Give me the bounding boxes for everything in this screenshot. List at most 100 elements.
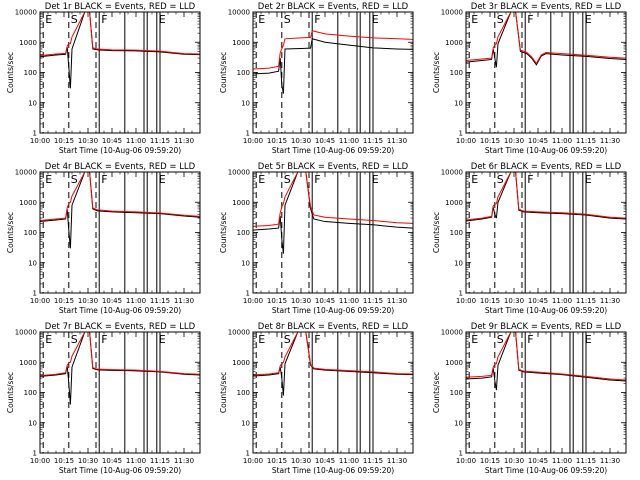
- x-axis-label: Start Time (10-Aug-06 09:59:20): [272, 146, 394, 155]
- chart-panel-6: Det 6r BLACK = Events, RED = LLD Counts/s…: [432, 162, 627, 315]
- chart-panel-8: Det 8r BLACK = Events, RED = LLD Counts/s…: [219, 322, 414, 475]
- y-tick-label: 10000: [15, 169, 37, 177]
- x-tick-label: 10:15: [267, 137, 287, 145]
- x-axis-label: Start Time (10-Aug-06 09:59:20): [59, 466, 181, 475]
- event-marker-label: F: [527, 13, 533, 26]
- y-tick-label: 10: [241, 99, 250, 107]
- series-line-lld: [40, 172, 200, 221]
- series-line-events: [466, 332, 626, 391]
- x-tick-label: 11:30: [174, 297, 194, 305]
- x-tick-label: 11:15: [150, 297, 170, 305]
- y-axis-label: Counts/sec: [219, 212, 228, 253]
- event-marker-label: E: [471, 173, 478, 186]
- x-tick-label: 10:45: [315, 137, 335, 145]
- x-tick-label: 10:45: [102, 297, 122, 305]
- y-tick-label: 1000: [232, 199, 250, 207]
- x-tick-label: 10:00: [456, 457, 476, 465]
- event-marker-label: E: [45, 173, 52, 186]
- series-line-events: [40, 172, 200, 249]
- y-tick-label: 1: [246, 130, 250, 138]
- y-tick-label: 100: [237, 229, 250, 237]
- y-tick-label: 10000: [441, 329, 463, 337]
- x-tick-label: 10:15: [267, 457, 287, 465]
- chart-title: Det 8r BLACK = Events, RED = LLD: [258, 322, 409, 332]
- series-line-events: [253, 38, 413, 94]
- event-marker-label: E: [585, 13, 592, 26]
- y-tick-label: 1: [33, 450, 37, 458]
- x-tick-label: 10:00: [30, 297, 50, 305]
- x-tick-label: 10:30: [291, 137, 311, 145]
- y-tick-label: 1: [33, 290, 37, 298]
- plot-frame: [465, 331, 627, 454]
- y-tick-label: 1000: [19, 359, 37, 367]
- y-tick-label: 100: [450, 389, 463, 397]
- y-tick-label: 1000: [232, 39, 250, 47]
- y-tick-label: 1: [33, 130, 37, 138]
- y-axis-label: Counts/sec: [6, 372, 15, 413]
- event-marker-label: E: [159, 333, 166, 346]
- x-tick-label: 11:15: [150, 137, 170, 145]
- x-tick-label: 10:00: [456, 297, 476, 305]
- y-tick-label: 1000: [445, 39, 463, 47]
- y-axis-label: Counts/sec: [219, 372, 228, 413]
- x-tick-label: 11:15: [363, 457, 383, 465]
- x-tick-label: 10:45: [528, 457, 548, 465]
- x-tick-label: 11:00: [552, 297, 572, 305]
- series-group: [40, 332, 200, 405]
- y-tick-label: 1000: [232, 359, 250, 367]
- event-marker-label: E: [372, 333, 379, 346]
- event-marker-label: S: [284, 333, 291, 346]
- x-tick-label: 10:00: [243, 457, 263, 465]
- chart-title: Det 3r BLACK = Events, RED = LLD: [471, 2, 622, 12]
- event-marker-label: F: [101, 173, 107, 186]
- x-tick-label: 11:15: [576, 297, 596, 305]
- event-marker-label: E: [258, 13, 265, 26]
- event-marker-label: E: [159, 173, 166, 186]
- x-tick-label: 11:00: [339, 137, 359, 145]
- event-marker-label: S: [71, 13, 78, 26]
- plot-frame: [252, 171, 414, 294]
- x-tick-label: 10:15: [267, 297, 287, 305]
- x-tick-label: 10:15: [54, 137, 74, 145]
- x-axis-label: Start Time (10-Aug-06 09:59:20): [485, 306, 607, 315]
- x-tick-label: 10:15: [54, 457, 74, 465]
- x-tick-label: 11:30: [174, 457, 194, 465]
- x-tick-label: 10:00: [243, 137, 263, 145]
- x-tick-label: 11:15: [576, 137, 596, 145]
- event-marker-label: F: [314, 13, 320, 26]
- chart-panel-3: Det 3r BLACK = Events, RED = LLD Counts/s…: [432, 2, 627, 155]
- plot-frame: [465, 11, 627, 134]
- x-tick-label: 10:30: [504, 137, 524, 145]
- x-tick-label: 10:15: [480, 297, 500, 305]
- y-tick-label: 100: [24, 69, 37, 77]
- x-tick-label: 11:30: [387, 457, 407, 465]
- chart-title: Det 9r BLACK = Events, RED = LLD: [471, 322, 622, 332]
- x-tick-label: 10:30: [291, 297, 311, 305]
- y-tick-label: 10000: [228, 169, 250, 177]
- event-marker-label: E: [471, 13, 478, 26]
- chart-title: Det 5r BLACK = Events, RED = LLD: [258, 162, 409, 172]
- x-axis-label: Start Time (10-Aug-06 09:59:20): [485, 146, 607, 155]
- event-marker-label: S: [497, 333, 504, 346]
- x-axis-label: Start Time (10-Aug-06 09:59:20): [272, 306, 394, 315]
- x-tick-label: 10:30: [78, 137, 98, 145]
- series-line-lld: [253, 172, 413, 227]
- y-tick-label: 10: [28, 259, 37, 267]
- event-marker-label: E: [258, 173, 265, 186]
- x-tick-label: 10:30: [291, 457, 311, 465]
- x-tick-label: 11:30: [600, 297, 620, 305]
- event-marker-label: F: [314, 333, 320, 346]
- series-group: [466, 332, 626, 391]
- x-tick-label: 10:45: [315, 297, 335, 305]
- y-tick-label: 10: [28, 99, 37, 107]
- plot-frame: [465, 171, 627, 294]
- event-marker-label: E: [45, 333, 52, 346]
- x-tick-label: 11:30: [387, 137, 407, 145]
- series-line-events: [40, 332, 200, 405]
- series-group: [466, 12, 626, 68]
- chart-title: Det 4r BLACK = Events, RED = LLD: [45, 162, 196, 172]
- y-axis-label: Counts/sec: [6, 52, 15, 93]
- y-tick-label: 10: [454, 419, 463, 427]
- x-tick-label: 10:30: [504, 297, 524, 305]
- series-group: [40, 12, 200, 89]
